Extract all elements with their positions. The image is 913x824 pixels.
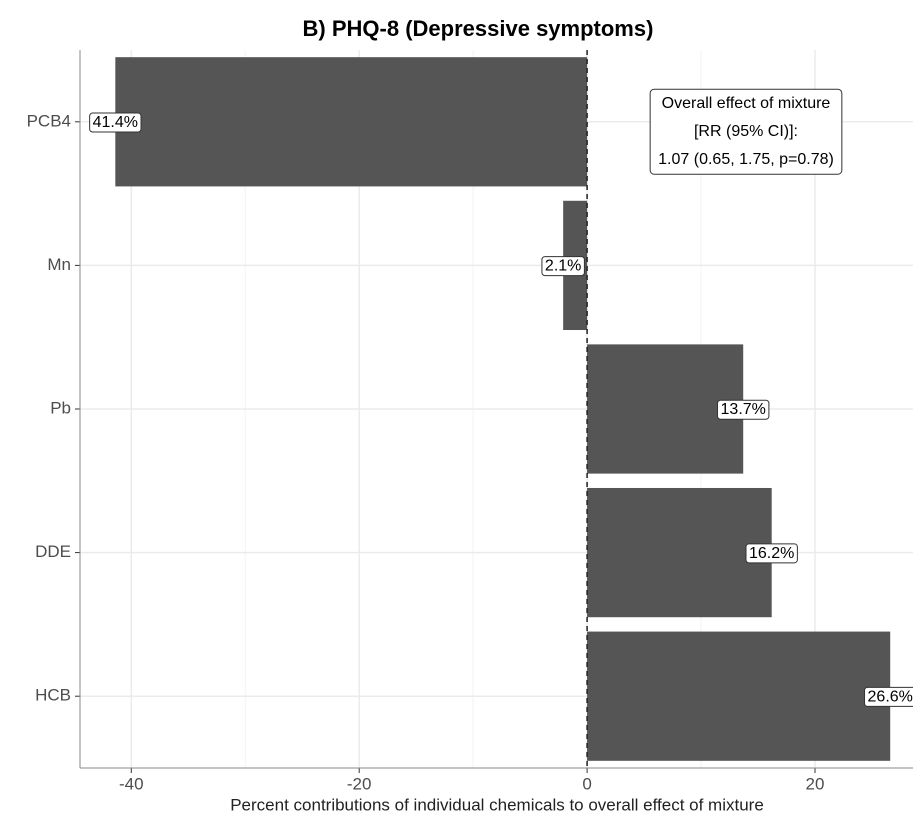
- value-label-box: [717, 399, 770, 420]
- value-label-text: 16.2%: [749, 545, 794, 562]
- value-label: 41.4%: [89, 112, 142, 133]
- chart-title: B) PHQ-8 (Depressive symptoms): [303, 16, 654, 41]
- annotation: Overall effect of mixture [RR (95% CI)]: 1…: [649, 88, 843, 175]
- x-tick-label: -20: [347, 774, 372, 793]
- bar: [587, 487, 772, 618]
- axes: -40 -20 0 20 PCB4 Mn Pb DDE HCB: [27, 50, 913, 793]
- bar: [115, 57, 588, 187]
- value-label: 2.1%: [541, 256, 585, 277]
- x-axis-label: Percent contributions of individual chem…: [230, 795, 764, 814]
- value-labels: 41.4% 2.1% 13.7% 16.2% 26.6%: [89, 112, 913, 707]
- y-tick-label: HCB: [35, 686, 71, 705]
- annotation-text: [RR (95% CI)]:: [694, 123, 798, 140]
- x-tick-label: 0: [582, 774, 591, 793]
- y-tick-label: Pb: [50, 398, 71, 417]
- value-label: 16.2%: [745, 543, 798, 564]
- y-tick-label: DDE: [35, 542, 71, 561]
- value-label-text: 41.4%: [93, 114, 138, 131]
- bar: [587, 631, 891, 761]
- y-tick-label: PCB4: [27, 111, 71, 130]
- value-label-box: [745, 543, 798, 564]
- value-label: 13.7%: [717, 399, 770, 420]
- value-label-text: 26.6%: [868, 688, 913, 705]
- value-label-text: 13.7%: [721, 401, 766, 418]
- value-label-box: [864, 686, 913, 707]
- value-label: 26.6%: [864, 686, 913, 707]
- x-tick-label: 20: [806, 774, 825, 793]
- y-tick-label: Mn: [47, 255, 71, 274]
- bars: [115, 50, 891, 768]
- value-label-text: 2.1%: [545, 258, 581, 275]
- annotation-text: 1.07 (0.65, 1.75, p=0.78): [658, 151, 834, 168]
- x-tick-label: -40: [119, 774, 144, 793]
- annotation-text: Overall effect of mixture: [662, 95, 831, 112]
- value-label-box: [541, 256, 585, 277]
- annotation-box: [649, 88, 843, 175]
- value-label-box: [89, 112, 142, 133]
